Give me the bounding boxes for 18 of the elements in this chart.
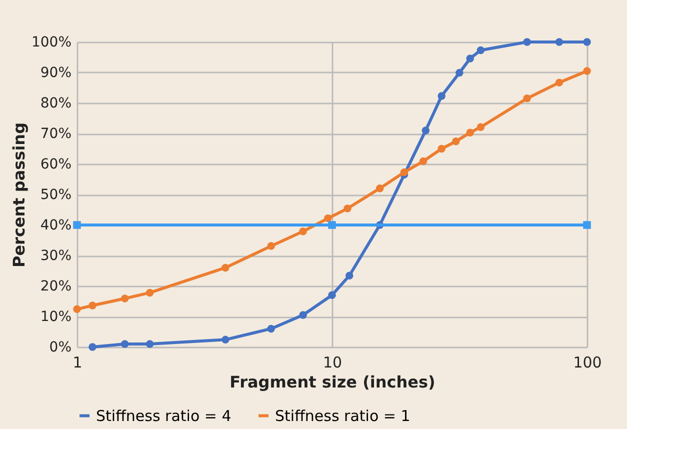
y-tick-label: 80%	[40, 96, 72, 112]
y-tick-label: 70%	[40, 126, 72, 142]
x-axis-title: Fragment size (inches)	[230, 372, 436, 392]
x-tick-label: 10	[322, 354, 342, 372]
x-tick-label: 1	[72, 354, 82, 372]
legend-label: Stiffness ratio = 1	[275, 406, 410, 425]
y-tick-label: 20%	[40, 278, 72, 294]
y-tick-label: 30%	[40, 248, 72, 264]
y-tick-label: 100%	[31, 34, 72, 50]
y-tick-label: 40%	[40, 218, 72, 234]
y-tick-label: 90%	[40, 65, 72, 81]
y-tick-label: 10%	[40, 309, 72, 325]
y-tick-label: 60%	[40, 156, 72, 172]
x-tick-label: 100	[573, 354, 602, 372]
y-axis-title: Percent passing	[9, 122, 28, 268]
legend-label: Stiffness ratio = 4	[96, 406, 232, 425]
y-tick-label: 50%	[40, 187, 72, 203]
y-tick-label: 0%	[49, 340, 72, 356]
